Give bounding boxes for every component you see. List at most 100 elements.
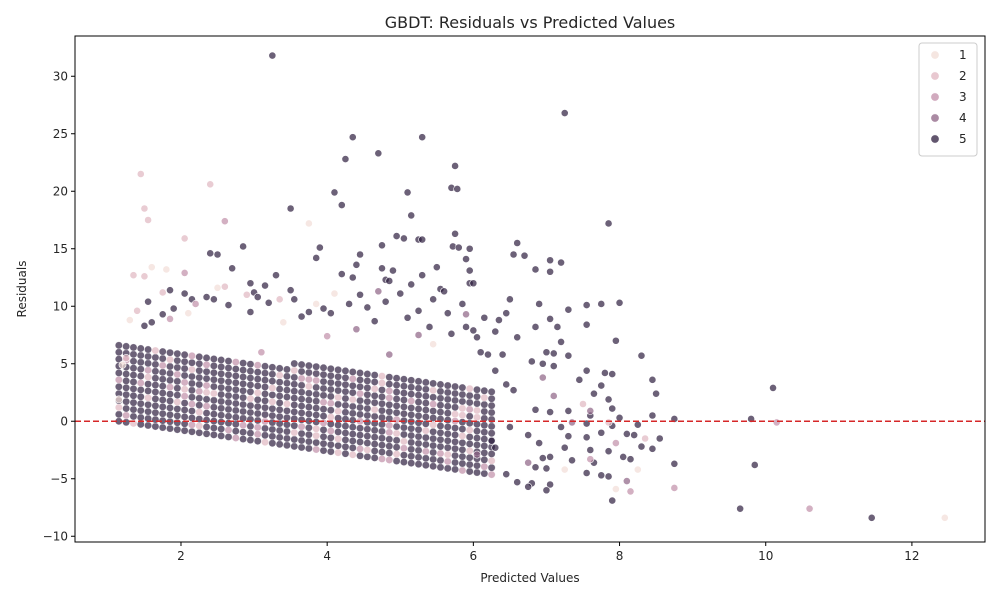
data-point [491,366,500,375]
band-point [392,457,401,465]
band-point [421,406,430,414]
data-point [867,513,876,522]
band-point [305,444,313,453]
band-point [356,389,364,398]
band-point [261,376,269,384]
data-point [582,469,591,477]
band-point [458,459,467,468]
band-point [465,433,474,441]
band-point [363,383,372,392]
band-point [195,359,204,368]
band-point [166,369,174,378]
band-point [326,385,335,394]
band-point [414,425,423,434]
band-point [487,401,496,410]
band-point [363,411,372,420]
band-point [195,428,204,437]
data-point [191,300,200,308]
band-point [378,434,386,443]
band-point [297,374,306,383]
band-point [480,449,489,457]
data-point [495,316,503,324]
band-point [378,441,386,449]
band-point [348,409,357,418]
data-point [462,310,470,319]
band-point [414,384,423,393]
data-point [144,297,152,306]
band-point [407,438,416,447]
band-point [341,436,350,444]
band-point [210,424,218,432]
band-point [473,427,481,435]
band-point [341,367,350,375]
data-point [352,325,361,334]
band-point [458,466,467,475]
legend-marker [930,92,940,102]
data-point [608,370,617,378]
band-point [429,455,438,464]
band-point [158,354,167,363]
band-point [275,399,284,407]
band-point [239,379,247,388]
data-point [378,241,386,250]
band-point [188,414,196,422]
y-tick-label: −5 [50,472,68,486]
band-point [283,372,291,381]
data-point [440,287,449,296]
band-point [465,453,474,462]
band-point [180,364,189,373]
data-point [246,308,255,316]
band-point [261,383,269,391]
band-point [224,384,233,393]
band-point [290,380,299,389]
band-point [487,387,496,396]
band-point [305,437,313,446]
data-point [476,348,485,357]
band-point [392,415,401,424]
band-point [246,422,255,431]
band-point [297,402,306,410]
data-point [615,298,624,307]
band-point [275,392,284,400]
band-point [443,443,452,452]
data-point [582,433,591,442]
band-point [407,404,416,412]
band-point [158,396,167,404]
band-point [180,350,189,359]
band-point [363,390,372,399]
band-point [443,423,452,431]
band-point [158,402,167,411]
band-point [458,452,467,461]
band-point [122,342,131,351]
band-point [297,388,306,397]
data-point [180,289,189,298]
band-point [421,454,430,463]
band-point [443,388,452,397]
band-point [217,425,226,433]
band-point [151,346,160,355]
band-point [173,384,182,393]
band-point [407,383,416,392]
data-point [531,405,540,414]
band-point [253,382,262,390]
band-point [392,443,401,452]
band-point [283,427,291,436]
band-point [246,408,255,417]
data-point [286,204,295,213]
band-point [319,384,328,393]
band-point [144,352,152,361]
band-point [356,445,364,453]
band-point [392,450,401,458]
band-point [348,395,357,404]
band-point [283,393,291,401]
data-point [568,456,576,465]
band-point [283,420,291,429]
data-point [286,286,295,295]
band-point [166,424,174,433]
band-point [429,427,438,436]
band-point [473,434,481,442]
data-point [611,336,620,345]
band-point [166,410,174,419]
y-tick-label: 5 [60,357,68,371]
